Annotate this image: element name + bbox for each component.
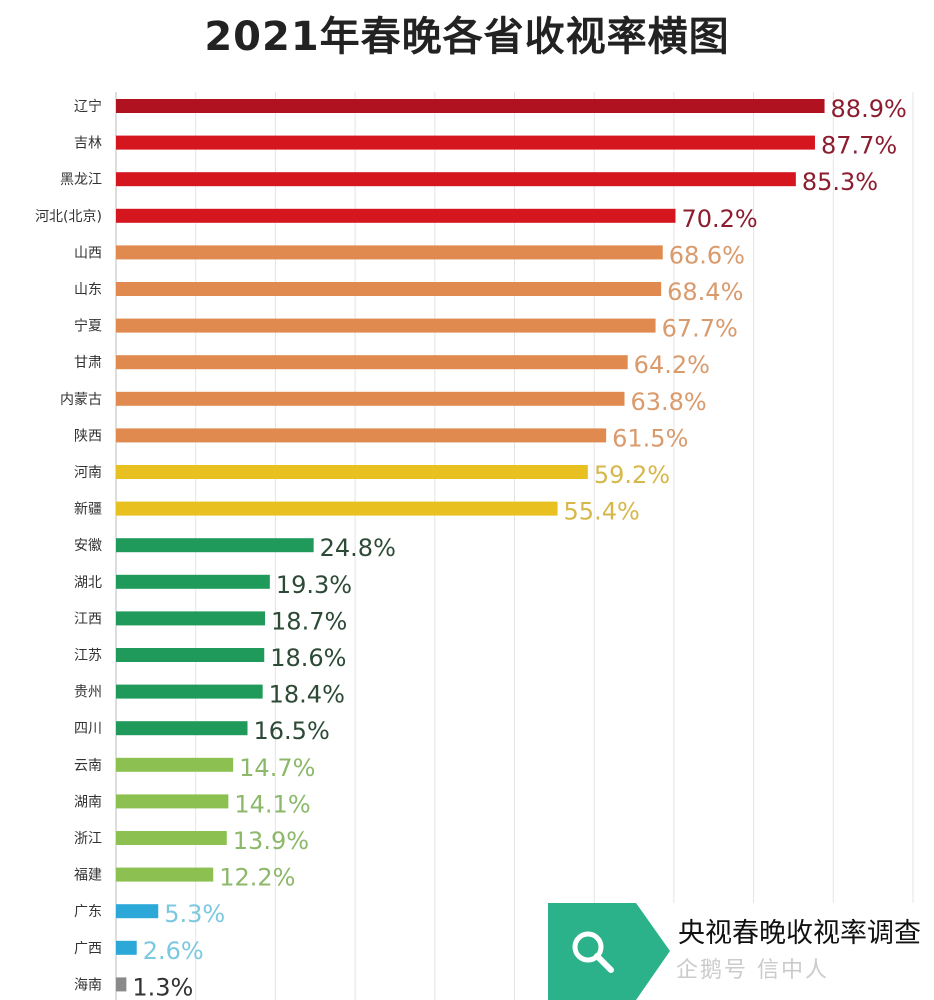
- bar: [116, 538, 314, 553]
- category-label: 贵州: [74, 685, 102, 701]
- category-label: 黑龙江: [60, 172, 102, 188]
- bar: [116, 757, 234, 772]
- bar: [116, 794, 229, 809]
- value-label: 12.2%: [219, 864, 295, 892]
- value-label: 68.6%: [669, 241, 745, 269]
- value-label: 68.4%: [667, 278, 743, 306]
- category-label: 四川: [74, 721, 102, 737]
- badge-arrow: [636, 903, 670, 1000]
- search-icon: [572, 931, 614, 973]
- bar: [116, 391, 625, 406]
- bar: [116, 721, 248, 736]
- category-label: 海南: [74, 977, 102, 993]
- bar: [116, 940, 137, 955]
- value-label: 67.7%: [662, 315, 738, 343]
- category-label: 广东: [74, 904, 102, 920]
- value-label: 18.7%: [271, 607, 347, 635]
- source-badge: 央视春晚收视率调查: [548, 903, 934, 1000]
- bar: [116, 648, 265, 662]
- bar: [116, 501, 558, 516]
- category-label: 湖北: [74, 575, 102, 591]
- category-label: 陕西: [74, 428, 102, 444]
- category-label: 浙江: [74, 831, 102, 847]
- badge-icon-box: [548, 903, 636, 1000]
- value-label: 87.7%: [821, 132, 897, 160]
- value-label: 19.3%: [276, 571, 352, 599]
- category-label: 江西: [74, 611, 102, 627]
- category-label: 云南: [74, 758, 102, 774]
- watermark: 企鹅号 信中人: [676, 958, 829, 983]
- bar: [116, 172, 796, 187]
- value-label: 59.2%: [594, 461, 670, 489]
- bar: [116, 355, 628, 370]
- bar: [116, 465, 588, 479]
- value-label: 14.1%: [234, 790, 310, 818]
- bar: [116, 904, 159, 919]
- category-label: 广西: [74, 941, 102, 957]
- category-label: 宁夏: [74, 318, 102, 335]
- category-label: 山西: [74, 245, 102, 261]
- value-label: 70.2%: [681, 205, 757, 233]
- category-label: 吉林: [74, 136, 102, 152]
- category-label: 福建: [74, 868, 102, 884]
- category-label: 山东: [74, 282, 102, 298]
- category-label: 辽宁: [74, 98, 102, 115]
- category-label: 江苏: [74, 648, 102, 664]
- bar: [116, 245, 663, 260]
- value-label: 88.9%: [831, 95, 907, 123]
- bar: [116, 428, 607, 443]
- value-label: 61.5%: [612, 424, 688, 452]
- value-label: 2.6%: [143, 937, 204, 965]
- value-label: 13.9%: [233, 827, 309, 855]
- category-label: 河南: [74, 465, 102, 481]
- category-label: 河北(北京): [35, 209, 102, 225]
- value-label: 1.3%: [132, 973, 193, 1000]
- category-label: 新疆: [74, 502, 102, 518]
- value-label: 85.3%: [802, 168, 878, 196]
- bar: [116, 208, 676, 223]
- value-label: 64.2%: [634, 351, 710, 379]
- bar: [116, 282, 662, 296]
- value-label: 14.7%: [239, 754, 315, 782]
- value-label: 55.4%: [564, 498, 640, 526]
- category-label: 湖南: [74, 794, 102, 810]
- value-label: 63.8%: [630, 388, 706, 416]
- value-label: 16.5%: [254, 717, 330, 745]
- badge-text: 央视春晚收视率调查: [678, 918, 921, 949]
- bar: [116, 99, 825, 113]
- bar: [116, 867, 214, 882]
- category-label: 内蒙古: [60, 392, 102, 408]
- bar: [116, 977, 127, 992]
- category-label: 甘肃: [74, 355, 102, 371]
- bar: [116, 831, 227, 845]
- chart-title: 2021年春晚各省收视率横图: [204, 14, 730, 60]
- bar: [116, 611, 266, 626]
- category-label: 安徽: [74, 538, 102, 554]
- value-label: 18.6%: [270, 644, 346, 672]
- bar: [116, 574, 270, 589]
- bar: [116, 318, 656, 333]
- value-label: 24.8%: [320, 534, 396, 562]
- bar: [116, 684, 263, 699]
- bar: [116, 135, 815, 150]
- value-label: 18.4%: [269, 681, 345, 709]
- value-label: 5.3%: [164, 900, 225, 928]
